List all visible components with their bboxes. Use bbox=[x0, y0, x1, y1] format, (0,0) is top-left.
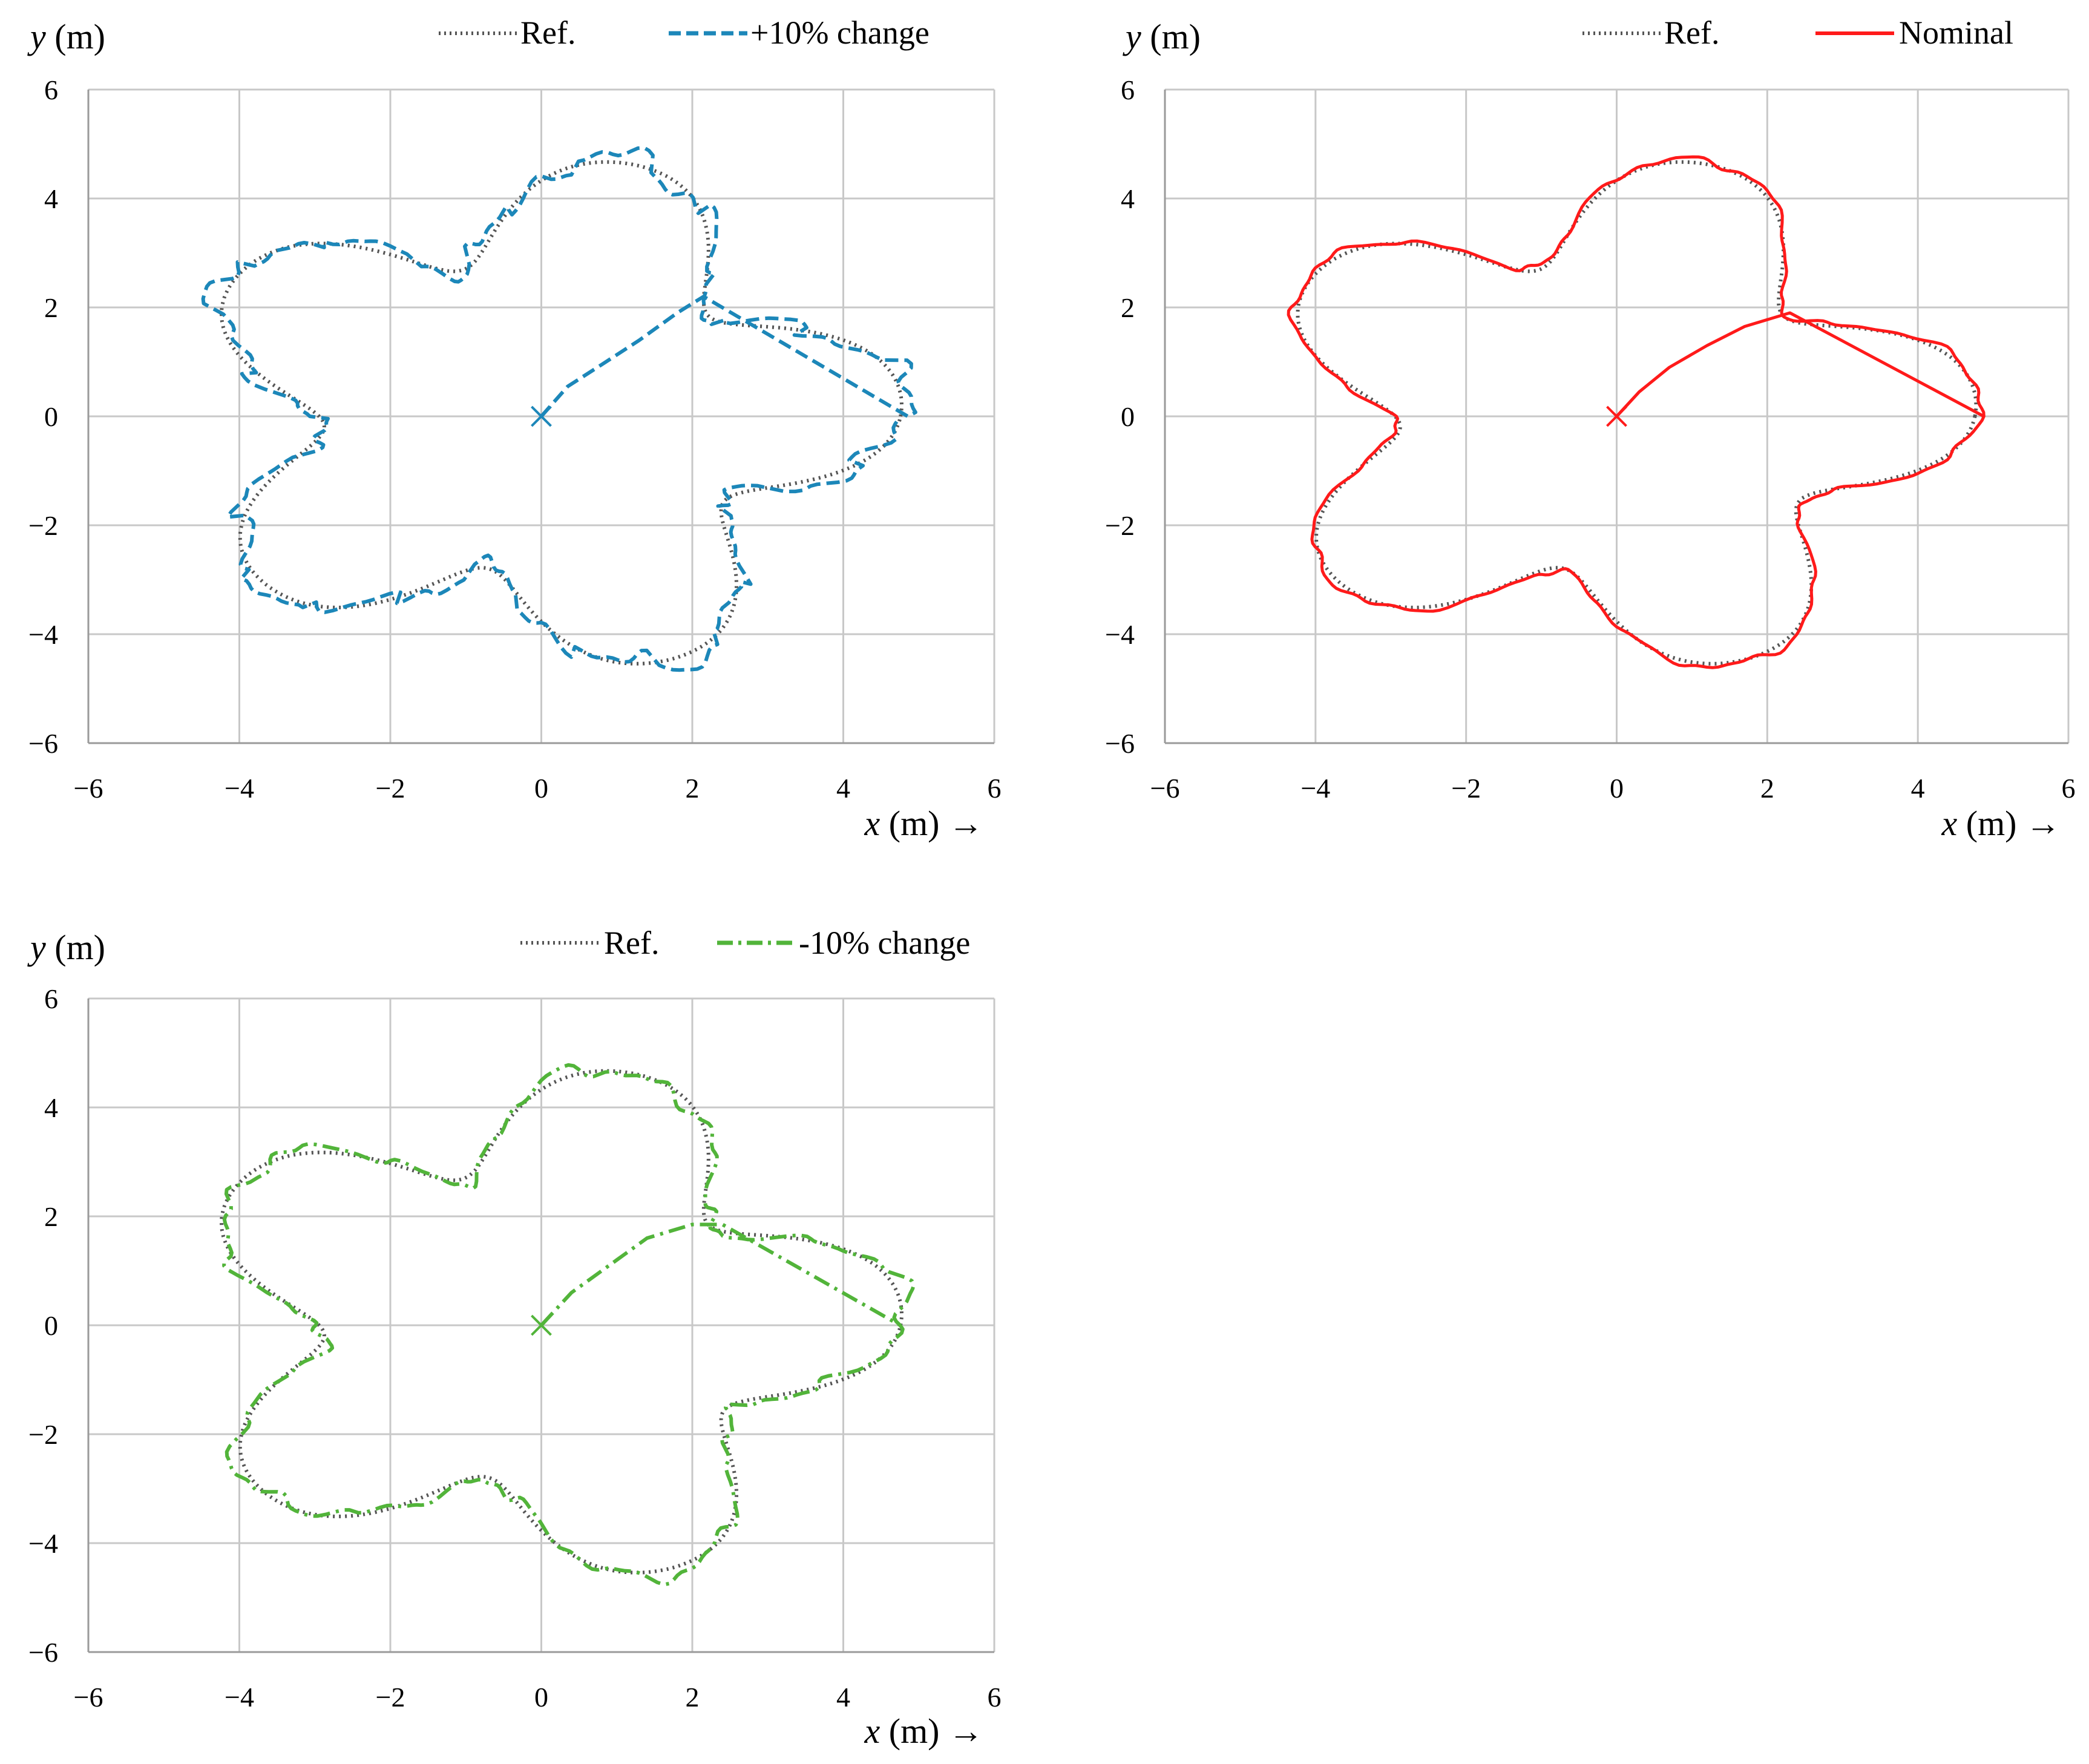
x-tick-label: −4 bbox=[1300, 773, 1330, 804]
x-tick-label: −4 bbox=[225, 773, 254, 804]
y-tick-label: 6 bbox=[44, 983, 58, 1014]
y-axis-label: y (m) bbox=[27, 17, 105, 56]
chart-panel-plus10: −6 −4 −2 0 2 4 6 6 4 2 0 −2 −4 −6 y (m) x (m) → Ref. … bbox=[27, 15, 1002, 843]
legend-label-ref: Ref. bbox=[520, 15, 576, 51]
y-tick-label: 4 bbox=[44, 1092, 58, 1123]
y-tick-label: 6 bbox=[44, 74, 58, 105]
x-tick-label: −6 bbox=[74, 773, 103, 804]
y-tick-label: 0 bbox=[1121, 401, 1135, 432]
y-tick-label: −6 bbox=[28, 728, 58, 759]
series-line-reference bbox=[220, 1069, 903, 1575]
series-line-minus10 bbox=[222, 1063, 916, 1587]
x-tick-label: 2 bbox=[686, 1682, 700, 1713]
y-tick-label: −2 bbox=[28, 1419, 58, 1450]
chart-panel-nominal: −6 −4 −2 0 2 4 6 6 4 2 0 −2 −4 −6 y (m) x (m) → Ref. … bbox=[1105, 15, 2075, 843]
y-tick-label: 0 bbox=[44, 401, 58, 432]
y-axis-label: y (m) bbox=[27, 928, 105, 967]
x-tick-label: −2 bbox=[376, 1682, 405, 1713]
y-tick-label: −6 bbox=[1105, 728, 1135, 759]
x-tick-label: 2 bbox=[1760, 773, 1774, 804]
x-tick-label: 0 bbox=[534, 773, 548, 804]
y-tick-label: 2 bbox=[44, 292, 58, 323]
series-line-reference bbox=[1296, 160, 1978, 666]
legend-label-ref: Ref. bbox=[1664, 15, 1719, 51]
y-tick-label: −2 bbox=[1105, 510, 1135, 541]
series-line-nominal bbox=[1287, 155, 1986, 669]
series-line-reference bbox=[220, 160, 903, 666]
x-tick-label: 4 bbox=[1911, 773, 1925, 804]
x-axis-label: x (m) → bbox=[864, 804, 984, 843]
start-marker bbox=[1606, 405, 1627, 427]
x-tick-label: −2 bbox=[1451, 773, 1481, 804]
chart-panel-minus10: −6 −4 −2 0 2 4 6 6 4 2 0 −2 −4 −6 y (m) x (m) → Ref. … bbox=[27, 925, 1002, 1751]
grid bbox=[87, 997, 995, 1653]
tick-labels: −6 −4 −2 0 2 4 6 6 4 2 0 −2 −4 −6 bbox=[28, 74, 1001, 804]
start-marker bbox=[531, 405, 552, 427]
legend-label-plus10: +10% change bbox=[750, 15, 930, 51]
x-tick-label: 0 bbox=[534, 1682, 548, 1713]
y-tick-label: 2 bbox=[1121, 292, 1135, 323]
x-tick-label: −4 bbox=[225, 1682, 254, 1713]
series-group bbox=[1287, 155, 1986, 669]
y-tick-label: 0 bbox=[44, 1310, 58, 1341]
y-tick-label: 4 bbox=[44, 183, 58, 214]
x-tick-label: 6 bbox=[2062, 773, 2076, 804]
x-tick-label: 4 bbox=[836, 773, 850, 804]
x-tick-label: 2 bbox=[686, 773, 700, 804]
legend: Ref. Nominal bbox=[1582, 15, 2013, 51]
legend-label-minus10: -10% change bbox=[799, 925, 970, 961]
legend-label-nominal: Nominal bbox=[1899, 15, 2013, 51]
grid bbox=[87, 88, 995, 744]
y-tick-label: −6 bbox=[28, 1637, 58, 1668]
y-tick-label: −4 bbox=[28, 619, 58, 650]
y-tick-label: 6 bbox=[1121, 74, 1135, 105]
x-axis-label: x (m) → bbox=[1941, 804, 2061, 843]
x-axis-label: x (m) → bbox=[864, 1711, 984, 1751]
start-marker bbox=[531, 1314, 552, 1336]
y-tick-label: 2 bbox=[44, 1201, 58, 1232]
tick-labels: −6 −4 −2 0 2 4 6 6 4 2 0 −2 −4 −6 bbox=[28, 983, 1001, 1713]
y-tick-label: 4 bbox=[1121, 183, 1135, 214]
y-tick-label: −4 bbox=[1105, 619, 1135, 650]
series-line-plus10 bbox=[201, 146, 917, 672]
tick-labels: −6 −4 −2 0 2 4 6 6 4 2 0 −2 −4 −6 bbox=[1105, 74, 2075, 804]
series-group bbox=[220, 1063, 916, 1587]
series-group bbox=[201, 146, 917, 672]
legend-label-ref: Ref. bbox=[604, 925, 659, 961]
x-tick-label: 6 bbox=[988, 773, 1002, 804]
legend: Ref. -10% change bbox=[520, 925, 970, 961]
x-tick-label: 6 bbox=[988, 1682, 1002, 1713]
x-tick-label: 0 bbox=[1610, 773, 1624, 804]
y-tick-label: −2 bbox=[28, 510, 58, 541]
legend: Ref. +10% change bbox=[439, 15, 930, 51]
x-tick-label: −2 bbox=[376, 773, 405, 804]
x-tick-label: −6 bbox=[74, 1682, 103, 1713]
y-axis-label: y (m) bbox=[1123, 17, 1201, 56]
x-tick-label: 4 bbox=[836, 1682, 850, 1713]
x-tick-label: −6 bbox=[1150, 773, 1180, 804]
y-tick-label: −4 bbox=[28, 1528, 58, 1559]
